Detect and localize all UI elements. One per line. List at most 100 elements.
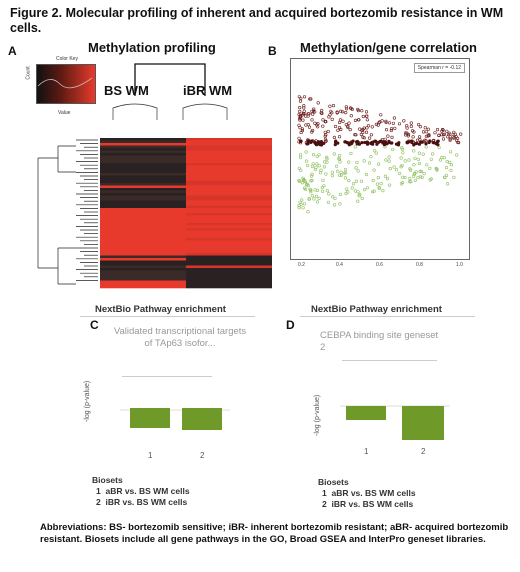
scatter-point [317, 196, 321, 200]
scatter-point [323, 137, 328, 141]
panel-c-bioset-2: 2 iBR vs. BS WM cells [96, 497, 188, 507]
scatter-point [323, 160, 327, 164]
scatter-point [302, 177, 306, 182]
scatter-point [319, 171, 323, 175]
panel-c-separator [122, 376, 212, 377]
heatmap-cell [186, 185, 272, 189]
scatter-point [354, 179, 358, 183]
scatter-point [299, 139, 303, 143]
heatmap-cell [100, 168, 186, 171]
heatmap-cell [100, 180, 186, 184]
scatter-point [339, 109, 343, 113]
scatter-point [298, 155, 303, 160]
scatter-point [319, 168, 323, 172]
scatter-point [385, 177, 390, 181]
scatter-point [323, 139, 328, 144]
scatter-point [315, 142, 319, 146]
scatter-point [398, 171, 402, 176]
scatter-point [412, 130, 416, 134]
scatter-point [374, 151, 378, 155]
scatter-point [421, 130, 426, 134]
heatmap-cell [100, 145, 186, 149]
scatter-point [356, 108, 360, 113]
scatter-point [309, 190, 313, 194]
scatter-point [441, 137, 446, 141]
scatter-point [441, 127, 445, 132]
heatmap-cell [100, 140, 186, 144]
heatmap-cell [186, 143, 272, 146]
scatter-point [429, 177, 433, 181]
color-key-count: Count [25, 66, 32, 80]
color-key-gradient [36, 64, 96, 104]
scatter-point [343, 176, 348, 180]
heatmap-cell [100, 155, 186, 159]
scatter-point [371, 142, 375, 146]
scatter-point [362, 159, 366, 163]
col-label-ibr: iBR WM [183, 83, 233, 98]
heatmap-cell [100, 255, 186, 259]
scatter-point [369, 133, 373, 137]
scatter-point [306, 210, 310, 214]
scatter-point [418, 169, 422, 173]
scatter-point [400, 146, 404, 150]
scatter-point [341, 119, 345, 123]
bar [402, 406, 444, 440]
color-key-label: Color Key [56, 56, 78, 62]
scatter-point [456, 140, 460, 144]
scatter-point [339, 170, 343, 174]
heatmap-cell [186, 173, 272, 176]
scatter-point [340, 110, 345, 114]
heatmap-cell [186, 285, 272, 289]
heatmap-cell [186, 273, 272, 276]
scatter-point [311, 128, 315, 133]
scatter-point [298, 99, 303, 103]
heatmap-cell [100, 208, 186, 211]
scatter-point [310, 194, 314, 198]
heatmap-cell [100, 263, 186, 266]
scatter-point [423, 126, 427, 130]
scatter-point [304, 150, 308, 154]
scatter-point [347, 160, 351, 164]
scatter-point [333, 124, 338, 129]
scatter-point [371, 178, 375, 183]
heatmap-cell [100, 273, 186, 276]
heatmap-cell [100, 160, 186, 164]
scatter-point [424, 142, 428, 146]
heatmap-cell [186, 215, 272, 219]
bar-tick-label: 1 [364, 447, 369, 456]
bar-tick-label: 2 [421, 447, 426, 456]
heatmap-cell [186, 205, 272, 209]
scatter-point [347, 178, 351, 183]
heatmap-cell [186, 240, 272, 244]
scatter-point [451, 132, 455, 136]
scatter-point [443, 175, 447, 179]
scatter-point [310, 118, 314, 122]
heatmap-cell [100, 163, 186, 166]
scatter-point [338, 173, 342, 177]
scatter-point [391, 147, 395, 152]
scatter-point [322, 184, 326, 188]
scatter-point [330, 173, 335, 178]
heatmap-cell [100, 178, 186, 181]
scatter-point [365, 186, 370, 190]
scatter-point [353, 189, 358, 193]
scatter-point [364, 110, 369, 114]
scatter-point [301, 113, 305, 117]
scatter-point [403, 175, 407, 180]
scatter-point [392, 165, 396, 169]
heatmap-cell [100, 205, 186, 209]
scatter-point [452, 175, 456, 179]
scatter-point [316, 125, 320, 129]
scatter-point [345, 187, 349, 191]
scatter-point [366, 124, 371, 128]
scatter-point [355, 160, 359, 165]
scatter-point [381, 189, 385, 193]
scatter-point [410, 140, 414, 145]
scatter-point [411, 135, 415, 139]
scatter-point [353, 118, 358, 123]
scatter-point [424, 134, 428, 138]
scatter-point [315, 154, 319, 158]
figure-title: Figure 2. Molecular profiling of inheren… [10, 6, 504, 35]
scatter-point [365, 114, 369, 118]
scatter-point [298, 118, 302, 122]
